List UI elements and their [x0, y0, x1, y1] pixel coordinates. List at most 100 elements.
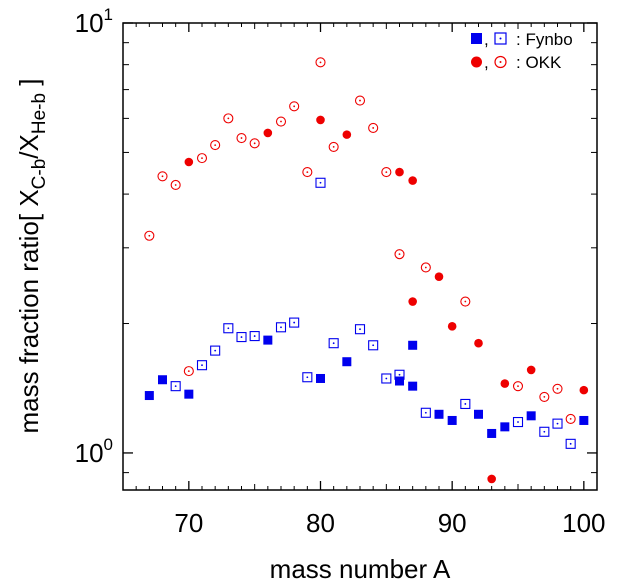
x-tick-label: 80	[306, 508, 335, 538]
okk-filled-marker	[408, 297, 417, 306]
fynbo-open-marker-dot	[464, 403, 467, 405]
okk-open-marker-dot	[148, 234, 151, 237]
legend-label-fynbo: : Fynbo	[516, 30, 573, 49]
okk-open-marker-dot	[372, 127, 375, 129]
fynbo-open-marker-dot	[385, 377, 388, 380]
fynbo-open-marker-dot	[398, 373, 401, 376]
fynbo-filled-marker	[158, 375, 167, 385]
okk-filled-marker	[263, 128, 273, 138]
fynbo-open-marker-dot	[424, 411, 427, 414]
plot-area-frame	[122, 22, 598, 491]
data-markers	[144, 57, 589, 484]
fynbo-open-marker-dot	[201, 364, 203, 367]
fynbo-filled-marker	[526, 411, 536, 421]
x-ticks: 70 80 90 100	[122, 23, 606, 538]
legend: , : Fynbo , : OKK	[471, 30, 573, 72]
x-tick-label: 90	[438, 508, 467, 538]
okk-open-marker-dot	[293, 105, 296, 108]
okk-filled-marker	[434, 272, 444, 281]
okk-filled-marker	[474, 338, 483, 348]
x-axis-label: mass number A	[270, 554, 451, 584]
okk-filled-marker	[342, 130, 352, 139]
fynbo-open-marker-dot	[372, 344, 375, 347]
okk-open-marker-dot	[319, 61, 322, 64]
okk-open-marker-dot	[543, 396, 546, 398]
okk-filled-marker	[500, 379, 510, 388]
legend-entry-fynbo: , : Fynbo	[471, 30, 573, 49]
fynbo-open-marker-dot	[332, 342, 335, 345]
y-axis-label-suffix: ]	[14, 78, 44, 92]
fynbo-filled-marker	[579, 415, 589, 425]
legend-marker-fynbo-open-dot	[499, 37, 502, 40]
fynbo-filled-marker	[487, 428, 497, 438]
okk-filled-marker	[316, 115, 325, 125]
okk-open-marker-dot	[332, 146, 335, 148]
okk-open-marker-dot	[201, 157, 203, 160]
fynbo-open-marker-dot	[319, 181, 322, 184]
y-tick-label: 101	[75, 5, 113, 38]
fynbo-open-marker-dot	[517, 421, 519, 423]
okk-filled-marker	[526, 365, 536, 375]
fynbo-filled-marker	[474, 409, 483, 419]
y-axis-label-sub2: He-b	[29, 93, 50, 134]
fynbo-filled-marker	[263, 335, 273, 345]
okk-filled-marker	[408, 176, 417, 185]
okk-open-marker-dot	[214, 144, 217, 147]
okk-filled-marker	[487, 474, 496, 484]
fynbo-filled-marker	[184, 389, 194, 399]
y-axis-label-mid: /X	[14, 134, 44, 159]
okk-open-marker-dot	[187, 370, 190, 373]
y-axis-label: mass fraction ratio[ XC-b/XHe-b ]	[14, 78, 50, 433]
okk-open-marker-dot	[464, 300, 467, 303]
fynbo-open-marker-dot	[240, 336, 243, 338]
y-tick-label: 100	[75, 435, 113, 468]
fynbo-open-marker-dot	[543, 430, 546, 433]
fynbo-open-marker-dot	[569, 442, 572, 445]
fynbo-open-marker-dot	[174, 385, 177, 388]
fynbo-open-marker-dot	[556, 422, 559, 425]
fynbo-filled-marker	[408, 381, 418, 391]
fynbo-filled-marker	[408, 340, 418, 350]
okk-open-marker-dot	[569, 418, 572, 420]
okk-open-marker-dot	[240, 137, 243, 139]
y-axis-label-sub1: C-b	[29, 159, 50, 190]
fynbo-filled-marker	[434, 409, 444, 419]
fynbo-filled-marker	[144, 391, 154, 401]
fynbo-filled-marker	[500, 422, 510, 432]
y-axis-label-prefix: mass fraction ratio[ X	[14, 189, 44, 433]
fynbo-filled-marker	[395, 376, 404, 386]
x-tick-label: 100	[562, 508, 605, 538]
y-ticks: 100 101	[75, 5, 597, 474]
okk-open-marker-dot	[161, 175, 164, 178]
fynbo-open-marker-dot	[214, 349, 217, 352]
okk-filled-marker	[579, 385, 589, 395]
okk-open-marker-dot	[359, 99, 361, 102]
legend-marker-fynbo-filled	[471, 33, 482, 44]
okk-open-marker-dot	[253, 142, 256, 145]
legend-separator-okk: ,	[484, 53, 489, 72]
okk-filled-marker	[184, 157, 194, 167]
legend-marker-okk-filled	[471, 56, 482, 68]
okk-open-marker-dot	[424, 266, 427, 269]
okk-open-marker-dot	[385, 171, 388, 173]
okk-filled-marker	[447, 322, 457, 331]
okk-open-marker-dot	[517, 385, 519, 388]
okk-filled-marker	[395, 167, 404, 177]
fynbo-filled-marker	[447, 415, 457, 425]
legend-separator-fynbo: ,	[484, 30, 489, 49]
okk-open-marker-dot	[280, 120, 282, 123]
fynbo-open-marker-dot	[253, 335, 256, 337]
x-tick-label: 70	[174, 508, 203, 538]
fynbo-filled-marker	[342, 357, 352, 367]
fynbo-open-marker-dot	[359, 328, 361, 331]
okk-open-marker-dot	[306, 171, 309, 173]
legend-marker-okk-open-dot	[499, 61, 502, 63]
okk-open-marker-dot	[398, 253, 401, 256]
okk-open-marker-dot	[174, 184, 177, 186]
fynbo-open-marker-dot	[227, 327, 230, 330]
legend-entry-okk: , : OKK	[471, 53, 562, 72]
fynbo-filled-marker	[316, 373, 325, 383]
okk-open-marker-dot	[556, 387, 559, 390]
fynbo-open-marker-dot	[293, 321, 296, 324]
